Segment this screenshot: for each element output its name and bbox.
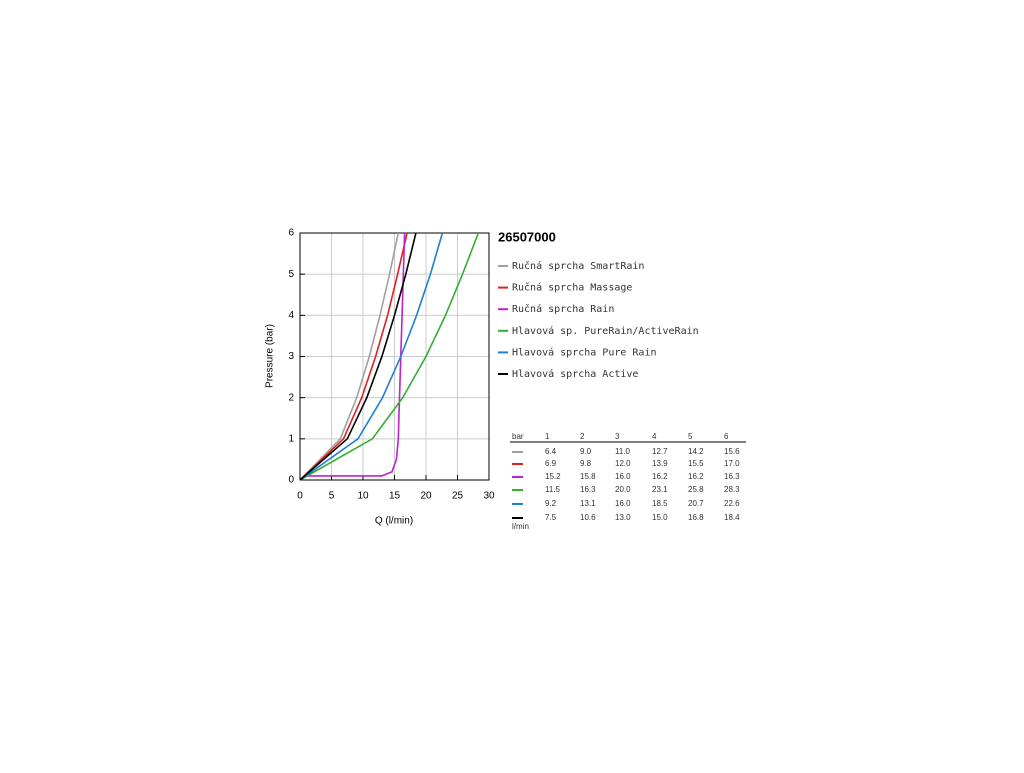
- table-cell: 9.0: [580, 447, 592, 456]
- table-cell: 13.0: [615, 513, 631, 522]
- x-tick-label: 30: [483, 491, 495, 502]
- x-axis-label: Q (l/min): [375, 516, 413, 527]
- table-header: 4: [652, 432, 657, 441]
- series-line: [299, 232, 400, 481]
- table-cell: 16.2: [652, 472, 668, 481]
- table-cell: 17.0: [724, 459, 740, 468]
- x-tick-label: 15: [389, 491, 401, 502]
- table-header: 5: [688, 432, 693, 441]
- table-unit: l/min: [512, 522, 529, 531]
- chart-title: 26507000: [498, 229, 556, 244]
- x-tick-label: 20: [420, 491, 432, 502]
- table-cell: 12.0: [615, 459, 631, 468]
- table-cell: 15.6: [724, 447, 740, 456]
- table-cell: 7.5: [545, 513, 557, 522]
- table-cell: 15.5: [688, 459, 704, 468]
- table-cell: 20.0: [615, 485, 631, 494]
- table-cell: 16.0: [615, 499, 631, 508]
- table-cell: 11.5: [545, 485, 561, 494]
- table-cell: 16.8: [688, 513, 704, 522]
- legend-label: Hlavová sprcha Active: [512, 368, 638, 380]
- table-cell: 15.2: [545, 472, 561, 481]
- y-axis-label: Pressure (bar): [265, 324, 276, 388]
- table-cell: 18.4: [724, 513, 740, 522]
- legend-label: Ručná sprcha Rain: [512, 303, 614, 315]
- plot-frame: [299, 232, 490, 481]
- table-header: 3: [615, 432, 620, 441]
- y-tick-label: 5: [288, 269, 294, 280]
- table-cell: 13.9: [652, 459, 668, 468]
- x-tick-label: 25: [452, 491, 464, 502]
- table-cell: 18.5: [652, 499, 668, 508]
- table-cell: 12.7: [652, 447, 668, 456]
- table-header: 1: [545, 432, 550, 441]
- table-cell: 13.1: [580, 499, 596, 508]
- table-cell: 22.6: [724, 499, 740, 508]
- table-cell: 6.9: [545, 459, 557, 468]
- table-cell: 23.1: [652, 485, 668, 494]
- series-line: [299, 232, 417, 481]
- legend-label: Ručná sprcha SmartRain: [512, 260, 644, 272]
- x-tick-label: 10: [357, 491, 369, 502]
- x-tick-label: 0: [297, 491, 303, 502]
- table-cell: 16.2: [688, 472, 704, 481]
- series-line: [299, 232, 480, 481]
- y-tick-label: 6: [288, 228, 294, 239]
- table-cell: 16.0: [615, 472, 631, 481]
- table-cell: 14.2: [688, 447, 704, 456]
- legend-label: Hlavová sprcha Pure Rain: [512, 346, 657, 358]
- series-line: [299, 232, 406, 481]
- table-cell: 9.8: [580, 459, 592, 468]
- table-cell: 16.3: [724, 472, 740, 481]
- table-cell: 10.6: [580, 513, 596, 522]
- table-cell: 9.2: [545, 499, 557, 508]
- legend-label: Ručná sprcha Massage: [512, 282, 632, 294]
- table-cell: 16.3: [580, 485, 596, 494]
- y-tick-label: 3: [288, 351, 294, 362]
- y-tick-label: 0: [288, 475, 294, 486]
- y-tick-label: 4: [288, 310, 294, 321]
- series-line: [299, 232, 444, 481]
- table-cell: 6.4: [545, 447, 557, 456]
- y-tick-label: 1: [288, 433, 294, 444]
- y-tick-label: 2: [288, 392, 294, 403]
- series-line: [299, 232, 408, 481]
- table-cell: 28.3: [724, 485, 740, 494]
- x-tick-label: 5: [329, 491, 335, 502]
- table-cell: 20.7: [688, 499, 704, 508]
- table-header: bar: [512, 432, 524, 441]
- table-header: 2: [580, 432, 585, 441]
- table-cell: 25.8: [688, 485, 704, 494]
- table-header: 6: [724, 432, 729, 441]
- table-cell: 15.0: [652, 513, 668, 522]
- table-cell: 11.0: [615, 447, 631, 456]
- legend-label: Hlavová sp. PureRain/ActiveRain: [512, 325, 699, 337]
- table-cell: 15.8: [580, 472, 596, 481]
